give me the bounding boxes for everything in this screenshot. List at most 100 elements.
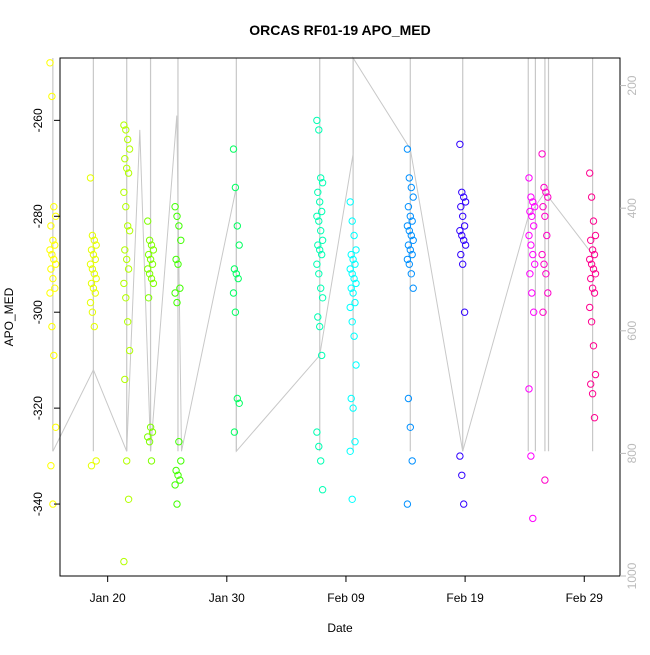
- data-point-rf13: [590, 414, 599, 422]
- data-point-rf12: [540, 183, 548, 192]
- data-point-rf11: [526, 207, 534, 216]
- data-points: [46, 59, 600, 566]
- data-point-rf12: [542, 188, 550, 197]
- data-point-rf01: [48, 250, 56, 259]
- data-point-rf03: [125, 145, 134, 153]
- data-point-rf04: [149, 246, 158, 254]
- data-point-rf10: [458, 231, 466, 240]
- data-point-rf03: [124, 222, 132, 230]
- data-point-rf09: [404, 394, 413, 403]
- data-point-rf08: [347, 250, 355, 259]
- data-point-rf08: [350, 231, 358, 240]
- data-point-rf05: [175, 438, 183, 446]
- data-point-rf03: [121, 375, 129, 384]
- data-point-rf13: [591, 370, 600, 379]
- data-point-rf08: [349, 404, 357, 412]
- data-point-rf09: [403, 222, 412, 230]
- data-point-rf05: [173, 212, 181, 221]
- data-point-rf05: [173, 500, 181, 508]
- data-point-rf05: [174, 260, 182, 268]
- data-point-rf01: [51, 241, 59, 249]
- data-point-rf07: [315, 442, 323, 451]
- data-point-rf08: [350, 274, 358, 283]
- data-point-rf10: [461, 241, 470, 249]
- data-point-rf03: [120, 121, 128, 129]
- data-point-rf04: [145, 438, 154, 446]
- data-point-rf02: [88, 231, 97, 240]
- data-point-rf12: [539, 203, 547, 211]
- altitude-tick-label: 800: [625, 443, 639, 463]
- data-point-rf04: [148, 260, 157, 268]
- data-point-rf13: [587, 274, 595, 283]
- data-point-rf11: [528, 289, 536, 297]
- data-point-rf09: [404, 203, 413, 211]
- data-point-rf11: [525, 385, 533, 393]
- data-point-rf07: [316, 322, 324, 331]
- data-point-rf13: [590, 250, 599, 259]
- data-point-rf12: [538, 150, 546, 158]
- data-point-rf10: [460, 500, 468, 508]
- data-point-rf07: [315, 126, 323, 134]
- data-point-rf06: [235, 399, 243, 407]
- data-point-rf07: [317, 174, 325, 182]
- data-point-rf02: [91, 289, 100, 297]
- data-point-rf08: [349, 289, 357, 297]
- data-point-rf10: [458, 471, 466, 479]
- data-point-rf06: [230, 428, 239, 436]
- data-point-rf13: [586, 255, 594, 264]
- data-point-rf06: [230, 265, 239, 273]
- data-point-rf11: [525, 231, 533, 240]
- data-point-rf01: [46, 246, 54, 254]
- data-point-rf13: [587, 318, 596, 326]
- data-point-rf09: [408, 457, 416, 465]
- data-point-rf13: [591, 270, 600, 278]
- data-point-rf07: [317, 284, 325, 292]
- data-point-rf10: [458, 188, 466, 197]
- data-point-rf02: [92, 241, 100, 249]
- data-point-rf08: [348, 270, 356, 278]
- data-point-rf12: [544, 289, 552, 297]
- data-point-rf11: [531, 260, 539, 268]
- data-point-rf04: [145, 270, 154, 278]
- data-point-rf03: [124, 135, 132, 144]
- data-point-rf09: [408, 250, 416, 259]
- data-point-rf10: [460, 308, 469, 316]
- data-point-rf05: [177, 236, 185, 245]
- data-point-rf07: [318, 179, 327, 187]
- data-point-rf12: [539, 308, 547, 316]
- data-point-rf07: [317, 227, 325, 235]
- data-point-rf01: [52, 260, 60, 268]
- y-tick-label: -340: [31, 492, 45, 516]
- data-point-rf01: [47, 222, 55, 230]
- data-point-rf09: [406, 212, 414, 221]
- data-point-rf05: [171, 289, 179, 297]
- data-point-rf10: [461, 198, 470, 206]
- data-point-rf04: [147, 241, 156, 249]
- data-point-rf09: [403, 145, 412, 153]
- data-point-rf09: [409, 193, 417, 201]
- altitude-tick-label: 1000: [625, 562, 639, 589]
- data-point-rf08: [346, 303, 354, 312]
- x-tick-label: Jan 30: [209, 591, 245, 605]
- x-axis: Jan 20 Jan 30 Feb 09 Feb 19 Feb 29: [90, 575, 603, 605]
- data-point-rf11: [530, 222, 538, 230]
- data-point-rf09: [405, 174, 413, 182]
- data-point-rf08: [349, 255, 357, 264]
- data-point-rf08: [348, 217, 356, 225]
- data-point-rf11: [527, 452, 535, 460]
- data-point-rf02: [89, 250, 98, 259]
- data-point-rf13: [588, 246, 597, 254]
- data-point-rf13: [590, 289, 599, 297]
- data-point-rf11: [527, 193, 535, 201]
- data-point-rf02: [86, 174, 95, 182]
- data-point-rf03: [123, 164, 131, 173]
- data-point-rf04: [144, 433, 152, 441]
- data-point-rf05: [176, 476, 184, 484]
- data-point-rf07: [313, 260, 321, 268]
- data-point-rf05: [172, 255, 180, 264]
- data-point-rf13: [588, 390, 597, 398]
- data-point-rf13: [587, 193, 596, 201]
- data-point-rf09: [408, 217, 416, 225]
- data-point-rf06: [229, 145, 238, 153]
- data-point-rf09: [407, 270, 415, 278]
